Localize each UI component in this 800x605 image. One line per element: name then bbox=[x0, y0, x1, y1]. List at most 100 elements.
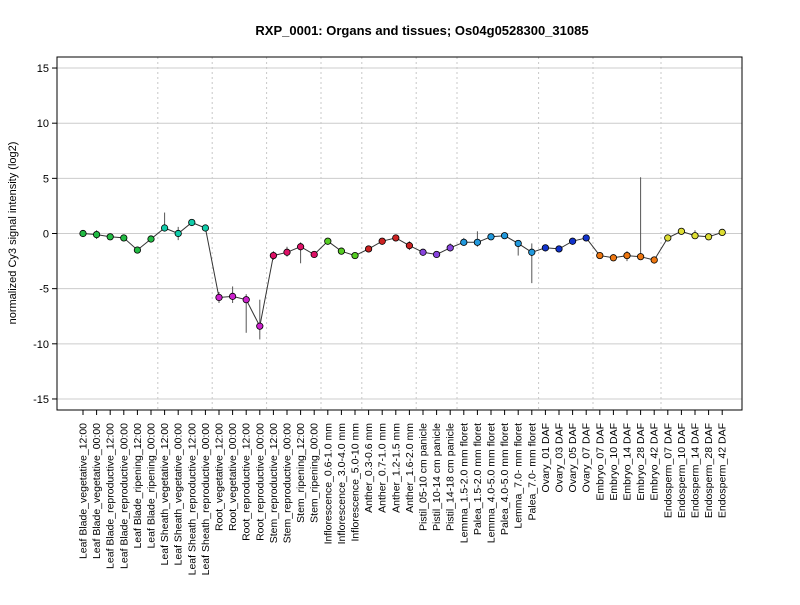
x-tick-label: Lemma_1.5-2.0 mm floret bbox=[458, 423, 470, 543]
chart-title: RXP_0001: Organs and tissues; Os04g05283… bbox=[255, 23, 588, 38]
x-tick-label: Embryo_42 DAF bbox=[649, 423, 661, 501]
x-tick-label: Endosperm_14 DAF bbox=[690, 423, 702, 518]
x-tick-label: Leaf Sheath_reproductive_12:00 bbox=[186, 423, 198, 576]
data-point bbox=[201, 224, 209, 232]
x-tick-label: Leaf Sheath_vegetative_12:00 bbox=[159, 423, 171, 566]
x-tick-label: Root_reproductive_12:00 bbox=[241, 423, 253, 541]
x-tick-label: Embryo_10 DAF bbox=[608, 423, 620, 501]
data-point bbox=[704, 233, 713, 241]
data-point bbox=[351, 251, 359, 260]
x-tick-label: Anther_0.3-0.6 mm bbox=[363, 423, 375, 513]
x-tick-label: Endosperm_42 DAF bbox=[717, 423, 729, 518]
data-point bbox=[310, 250, 318, 259]
x-tick-label: Inflorescence_5.0-10 mm bbox=[350, 423, 362, 542]
x-tick-label: Leaf Blade_reproductive_12:00 bbox=[105, 423, 117, 569]
data-point bbox=[215, 293, 223, 302]
x-tick-label: Inflorescence_3.0-4.0 mm bbox=[336, 423, 348, 545]
data-point bbox=[93, 231, 101, 239]
data-point bbox=[718, 228, 726, 236]
x-tick-label: Anther_0.7-1.0 mm bbox=[377, 423, 389, 513]
y-tick-label: 10 bbox=[37, 118, 49, 130]
x-tick-label: Palea_1.5-2.0 mm floret bbox=[472, 423, 484, 535]
series-line-layer bbox=[82, 221, 723, 328]
series-line bbox=[82, 221, 723, 328]
data-point bbox=[296, 243, 305, 251]
x-tick-label: Leaf Sheath_reproductive_00:00 bbox=[200, 423, 212, 576]
x-tick-label-layer: Leaf Blade_vegetative_12:00 Leaf Blade_ve… bbox=[78, 423, 729, 576]
x-tick-label: Leaf Blade_vegetative_00:00 bbox=[91, 423, 103, 559]
data-point bbox=[79, 229, 87, 238]
data-point bbox=[528, 248, 536, 256]
x-tick-label: Leaf Blade_ripening_12:00 bbox=[132, 423, 144, 549]
data-point bbox=[691, 232, 699, 240]
axis-layer: -15 -10 -5 0 5 10 15 bbox=[33, 63, 723, 415]
data-point bbox=[460, 238, 468, 246]
x-tick-label: Anther_1.6-2.0 mm bbox=[404, 423, 416, 513]
data-point bbox=[269, 251, 277, 260]
x-tick-label: Leaf Blade_reproductive_00:00 bbox=[118, 423, 130, 569]
x-tick-label: Embryo_14 DAF bbox=[622, 423, 634, 501]
data-point bbox=[229, 292, 237, 300]
x-tick-label: Inflorescence_0.6-1.0 mm bbox=[322, 423, 334, 545]
y-tick-label: 15 bbox=[37, 63, 49, 75]
data-point bbox=[120, 234, 128, 242]
y-tick-label: -15 bbox=[33, 394, 49, 406]
x-tick-label: Lemma_7.0- mm floret bbox=[513, 423, 525, 529]
y-tick-label: -10 bbox=[33, 339, 49, 351]
data-point bbox=[405, 242, 413, 250]
x-tick-label: Root_vegetative_12:00 bbox=[214, 423, 226, 531]
x-tick-label: Stem_ripening_00:00 bbox=[309, 423, 321, 523]
data-point bbox=[432, 250, 441, 259]
data-point bbox=[677, 227, 686, 235]
x-tick-label: Ovary_01 DAF bbox=[540, 423, 552, 492]
x-tick-label: Endosperm_10 DAF bbox=[676, 423, 688, 518]
y-tick-label: 5 bbox=[43, 173, 49, 185]
x-tick-label: Ovary_03 DAF bbox=[554, 423, 566, 492]
data-point bbox=[650, 256, 658, 264]
data-point bbox=[133, 246, 141, 254]
data-point bbox=[623, 251, 631, 260]
y-axis-label: normalized Cy3 signal intensity (log2) bbox=[7, 142, 19, 325]
x-tick-label: Ovary_05 DAF bbox=[567, 423, 579, 492]
data-point bbox=[568, 237, 577, 245]
data-point bbox=[106, 233, 114, 241]
data-point bbox=[582, 234, 590, 242]
x-tick-label: Stem_reproductive_00:00 bbox=[282, 423, 294, 543]
x-tick-label: Endosperm_07 DAF bbox=[662, 423, 674, 518]
data-point bbox=[514, 239, 522, 248]
data-point bbox=[419, 248, 427, 256]
y-tick-label: -5 bbox=[39, 284, 49, 296]
x-tick-label: Pistil_05-10 cm panicle bbox=[418, 423, 430, 531]
data-point bbox=[664, 234, 672, 242]
data-point bbox=[555, 245, 563, 253]
x-tick-label: Leaf Sheath_vegetative_00:00 bbox=[173, 423, 185, 566]
x-tick-label: Stem_ripening_12:00 bbox=[295, 423, 307, 523]
data-point bbox=[636, 253, 645, 261]
x-tick-label: Leaf Blade_ripening_00:00 bbox=[146, 423, 158, 549]
data-point bbox=[161, 224, 169, 232]
data-point bbox=[364, 245, 373, 253]
data-point bbox=[392, 234, 400, 242]
x-tick-label: Endosperm_28 DAF bbox=[703, 423, 715, 518]
data-point bbox=[446, 244, 454, 252]
data-point bbox=[283, 248, 291, 256]
x-tick-label: Leaf Blade_vegetative_12:00 bbox=[78, 423, 90, 559]
data-point bbox=[596, 251, 604, 260]
data-point bbox=[473, 238, 481, 246]
data-point bbox=[487, 233, 495, 241]
data-point bbox=[188, 218, 196, 227]
x-tick-label: Root_reproductive_00:00 bbox=[254, 423, 266, 541]
data-point bbox=[541, 244, 550, 252]
x-tick-label: Embryo_07 DAF bbox=[594, 423, 606, 501]
data-point bbox=[324, 237, 332, 245]
x-tick-label: Pistil_14-18 cm panicle bbox=[445, 423, 457, 531]
x-tick-label: Root_vegetative_00:00 bbox=[227, 423, 239, 531]
x-tick-label: Pistil_10-14 cm panicle bbox=[431, 423, 443, 531]
data-point bbox=[609, 254, 618, 262]
x-tick-label: Palea_7.0- mm floret bbox=[526, 423, 538, 521]
data-point bbox=[500, 232, 509, 240]
x-tick-label: Lemma_4.0-5.0 mm floret bbox=[486, 423, 498, 543]
point-layer bbox=[79, 218, 726, 330]
grid-layer bbox=[57, 67, 742, 400]
